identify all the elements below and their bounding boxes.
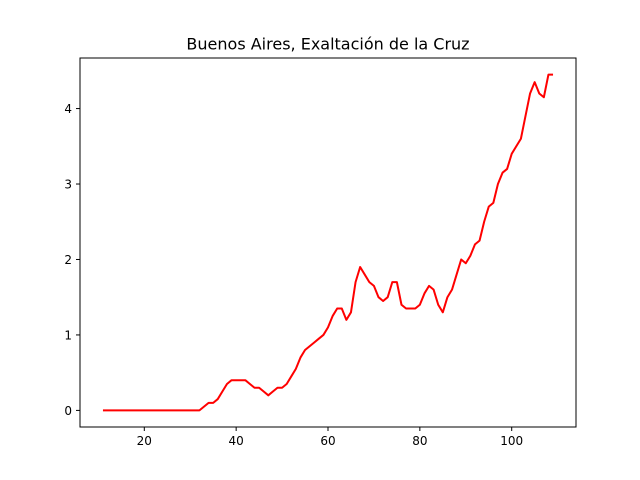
chart-title: Buenos Aires, Exaltación de la Cruz xyxy=(186,35,469,54)
axis-ticks: 20 40 60 80 100 0 1 2 3 4 xyxy=(64,102,523,448)
y-tick-label: 3 xyxy=(64,178,72,192)
y-tick-label: 0 xyxy=(64,404,72,418)
series-group xyxy=(102,73,554,412)
y-tick-label: 1 xyxy=(64,328,72,342)
plot-frame xyxy=(79,57,577,428)
y-tick-label: 2 xyxy=(64,253,72,267)
x-tick-label: 40 xyxy=(229,434,244,448)
x-tick-label: 60 xyxy=(320,434,335,448)
x-tick-label: 20 xyxy=(137,434,152,448)
y-tick-label: 4 xyxy=(64,102,72,116)
x-tick-label: 100 xyxy=(500,434,523,448)
series-line xyxy=(102,73,554,412)
x-tick-label: 80 xyxy=(412,434,427,448)
